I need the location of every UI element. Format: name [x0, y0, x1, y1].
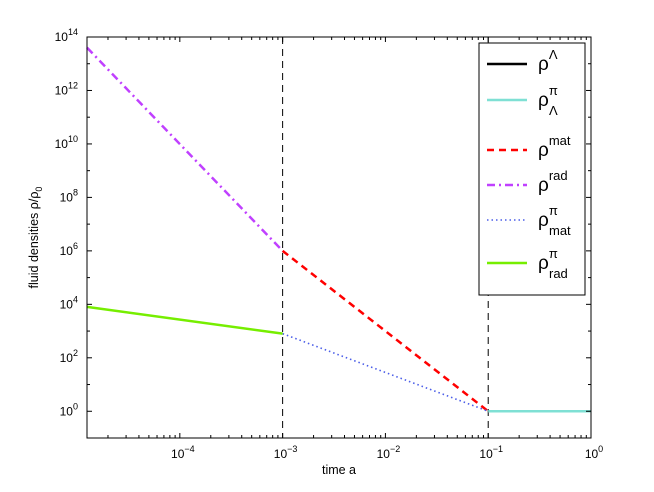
series-line-4 — [282, 332, 489, 413]
x-axis-label: time a — [322, 463, 356, 477]
tick-labels: 10−4 10−3 10−2 10−1 100 100 102 104 106 108 1010 10… — [55, 27, 604, 461]
y-tick-label: 100 — [60, 401, 78, 418]
legend-label-3: ρrad — [538, 168, 568, 196]
series-line-3 — [86, 46, 284, 252]
x-tick-label: 10−3 — [274, 444, 298, 461]
x-tick-label: 10−2 — [377, 444, 401, 461]
legend-label-0: ρΛ — [538, 47, 558, 75]
legend: ρΛ ρπ Λ ρmat ρrad ρπ mat ρπ rad — [478, 42, 586, 296]
legend-label-5: ρπ rad — [538, 246, 568, 281]
series-line-2 — [281, 249, 489, 413]
legend-label-4: ρπ mat — [538, 203, 571, 238]
y-axis-label: fluid densities ρ/ρ0 — [27, 187, 44, 289]
legend-label-2: ρmat — [538, 133, 571, 161]
y-tick-label: 104 — [60, 294, 78, 311]
plot-frame — [86, 36, 592, 439]
x-tick-label: 10−4 — [171, 444, 195, 461]
series-line-5 — [86, 305, 283, 335]
y-tick-label: 1012 — [55, 80, 78, 97]
x-tick-label: 10−1 — [479, 444, 503, 461]
legend-box — [478, 42, 586, 296]
x-tick-label: 100 — [585, 444, 603, 461]
y-tick-label: 102 — [60, 348, 78, 365]
series-lines — [86, 46, 591, 413]
y-tick-label: 1014 — [55, 27, 78, 44]
legend-label-1: ρπ Λ — [538, 83, 558, 118]
y-tick-label: 106 — [60, 241, 78, 258]
y-tick-label: 1010 — [55, 134, 78, 151]
y-tick-label: 108 — [60, 187, 78, 204]
